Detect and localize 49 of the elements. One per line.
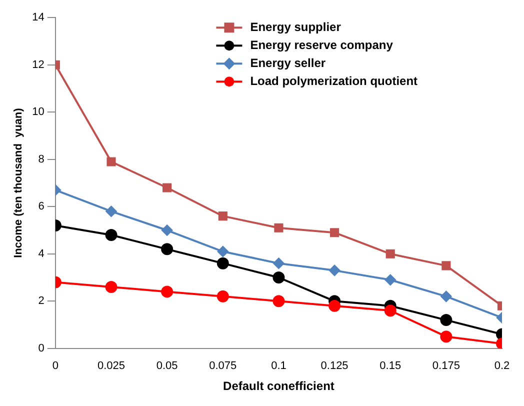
point: [329, 264, 340, 276]
x-tick-label: 0.05: [156, 360, 178, 372]
x-tick-label: 0.175: [432, 360, 460, 372]
point: [384, 304, 396, 317]
point: [106, 206, 117, 217]
y-tick-label: 2: [38, 295, 44, 308]
point: [161, 243, 174, 256]
y-tick-label: 12: [32, 58, 44, 71]
point: [216, 257, 229, 270]
point: [272, 272, 285, 284]
y-tick-label: 10: [32, 106, 44, 118]
point: [218, 212, 228, 221]
point: [442, 261, 451, 270]
x-tick-label: 0: [52, 360, 58, 372]
point: [216, 290, 229, 302]
point: [273, 258, 284, 269]
point: [162, 224, 173, 236]
y-tick-label: 14: [32, 12, 44, 24]
legend-label: Energy seller: [250, 56, 326, 70]
y-tick-label: 0: [38, 342, 44, 354]
y-axis-title: Income (ten thousand yuan): [12, 108, 25, 258]
point: [105, 280, 118, 293]
x-axis-title: Default conefficient: [223, 379, 334, 394]
point: [274, 223, 284, 232]
legend-label: Load polymerization quotient: [250, 74, 418, 88]
point: [440, 314, 452, 326]
point: [161, 286, 174, 298]
x-tick-label: 0.15: [380, 360, 402, 372]
x-tick-label: 0.025: [97, 360, 126, 372]
y-tick-label: 4: [38, 248, 44, 260]
point: [106, 157, 116, 166]
x-tick-label: 0.125: [320, 360, 348, 372]
y-tick-label: 6: [38, 200, 44, 213]
point: [384, 274, 396, 286]
legend-label: Energy supplier: [250, 20, 342, 34]
point: [272, 295, 285, 308]
x-tick-label: 0.2: [494, 360, 510, 372]
y-tick-label: 8: [38, 153, 44, 166]
point: [162, 183, 172, 192]
point: [328, 300, 341, 312]
point: [440, 290, 452, 302]
legend-label: Energy reserve company: [250, 38, 394, 52]
point: [440, 330, 452, 343]
x-tick-label: 0.1: [271, 360, 286, 372]
point: [330, 228, 340, 238]
x-tick-label: 0.075: [209, 360, 237, 372]
point: [105, 228, 118, 241]
point: [217, 246, 228, 258]
point: [386, 249, 395, 258]
